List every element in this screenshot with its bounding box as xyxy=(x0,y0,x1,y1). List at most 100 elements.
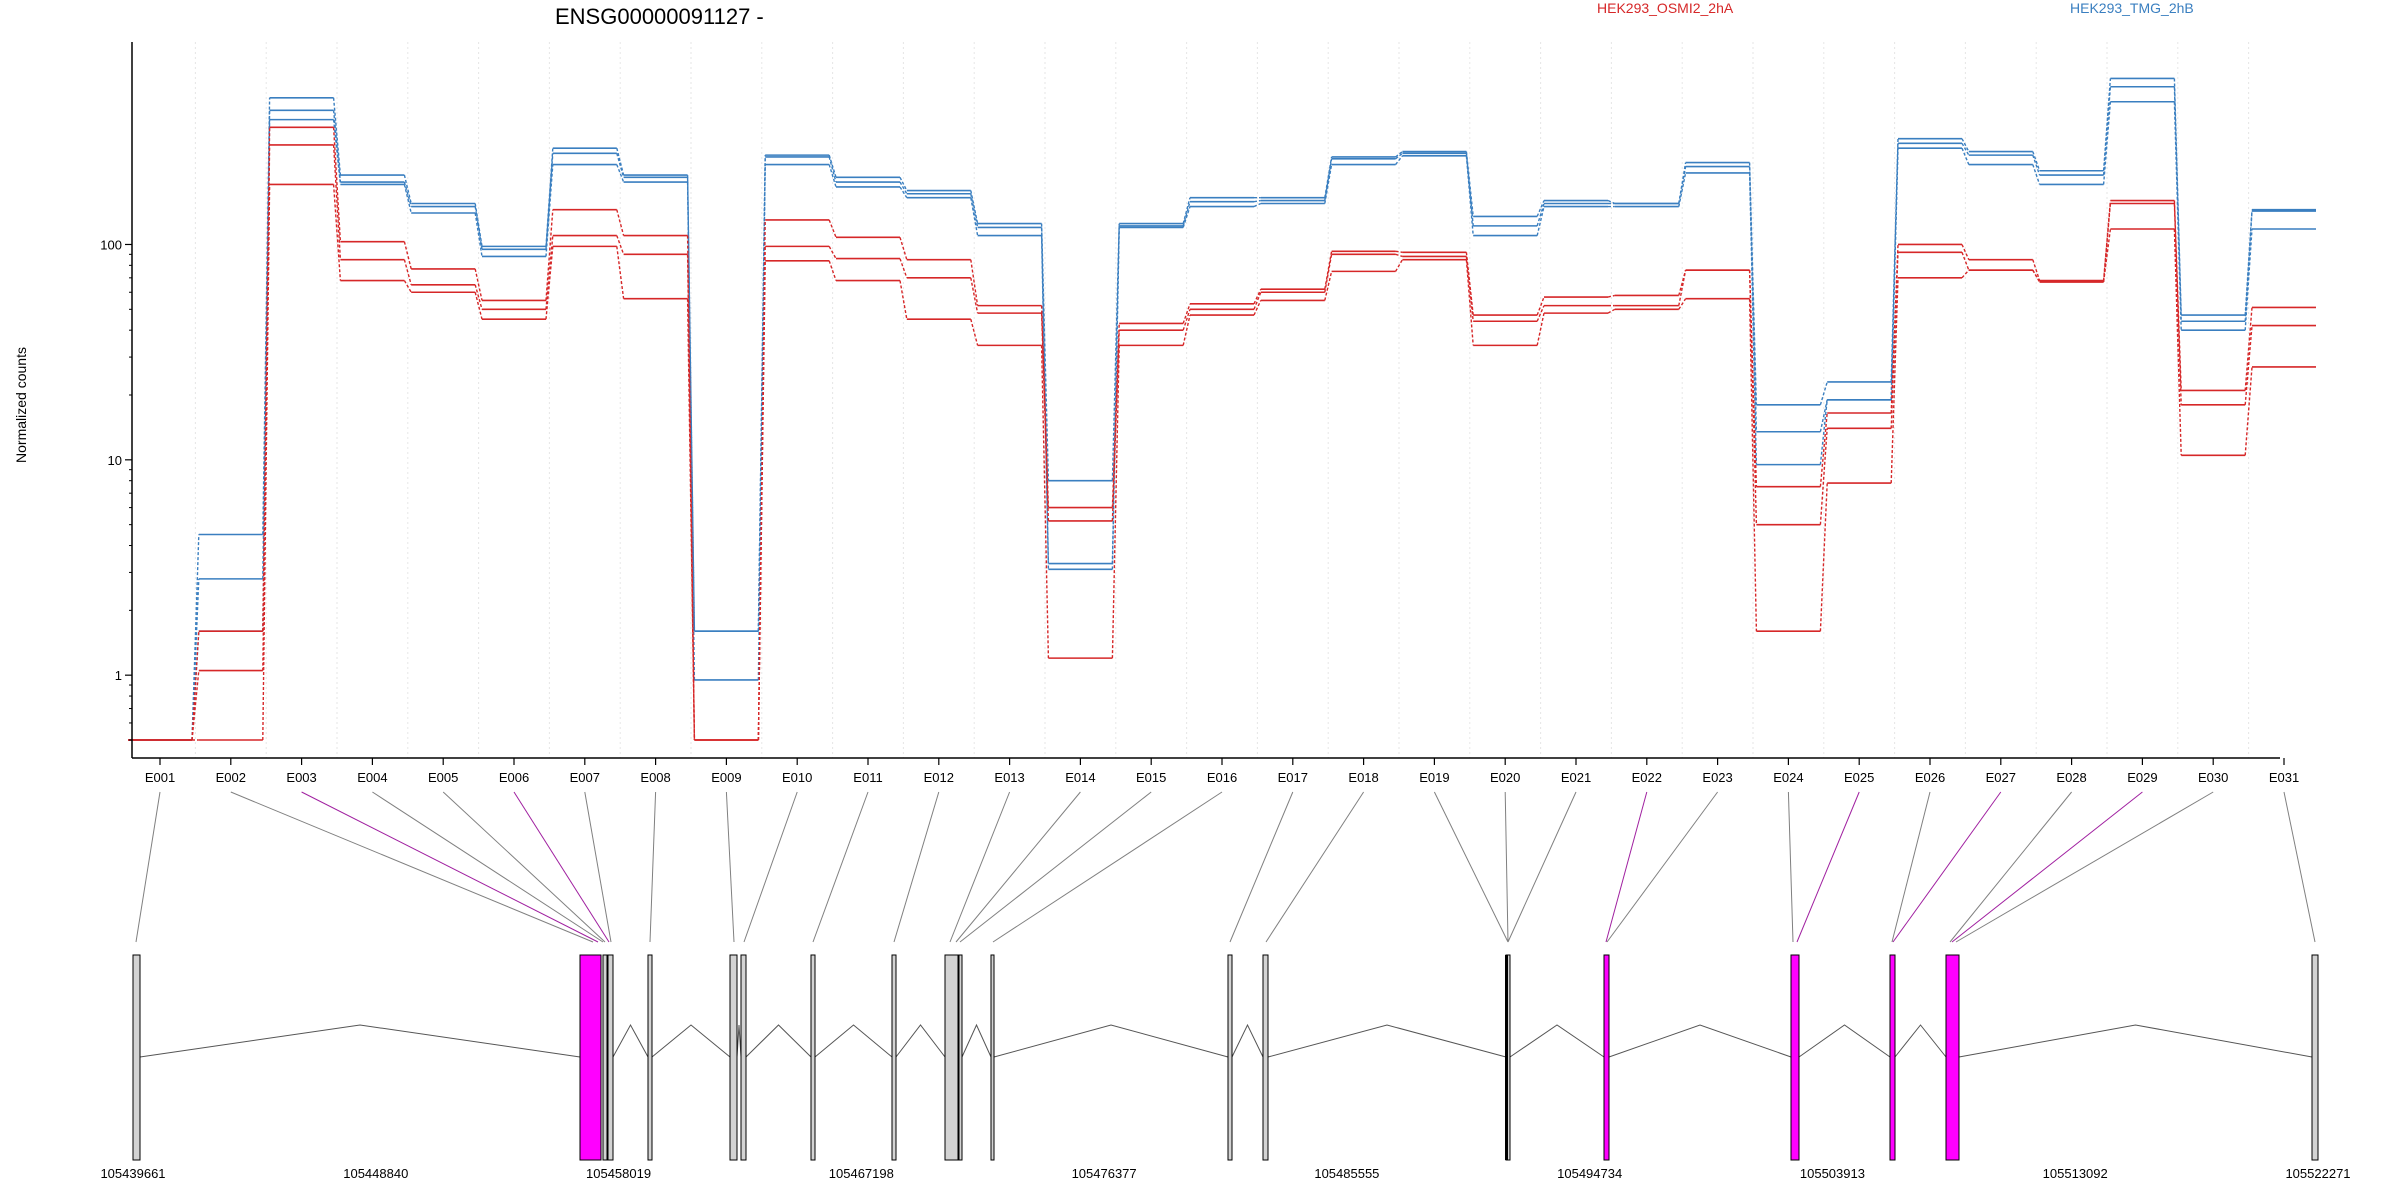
series-connector xyxy=(2244,209,2253,316)
series-connector xyxy=(616,209,625,236)
series-connector xyxy=(2102,203,2112,282)
exon-connector xyxy=(725,791,735,943)
series-connector xyxy=(332,144,342,260)
series-connector xyxy=(1890,277,1899,484)
series-connector xyxy=(1395,253,1403,258)
series-connector xyxy=(1890,148,1899,400)
x-tick-label: E023 xyxy=(1702,770,1732,785)
exon-connector xyxy=(955,791,1081,943)
series-connector xyxy=(686,298,696,741)
intron-line xyxy=(1267,1024,1507,1058)
series-connector xyxy=(1465,153,1474,226)
series-connector xyxy=(1819,399,1828,465)
series-4 xyxy=(128,126,2316,741)
series-connector xyxy=(332,184,342,281)
series-connector xyxy=(616,246,625,299)
series-connector xyxy=(1182,206,1191,228)
series-connector xyxy=(1678,298,1687,310)
exon-connector xyxy=(372,791,604,943)
genomic-coordinate-label: 105503913 xyxy=(1800,1166,1865,1181)
series-connector xyxy=(899,237,908,260)
series-connector xyxy=(545,209,554,301)
series-connector xyxy=(828,260,837,281)
exon-connector xyxy=(1951,791,2143,943)
series-connector xyxy=(545,246,554,320)
genomic-coordinate-label: 105494734 xyxy=(1557,1166,1622,1181)
series-connector xyxy=(1961,138,1970,152)
exon-connector xyxy=(513,791,610,943)
series-connector xyxy=(1253,291,1262,310)
x-tick-label: E021 xyxy=(1561,770,1591,785)
exon-connector xyxy=(442,791,606,943)
x-tick-label: E019 xyxy=(1419,770,1449,785)
series-connector xyxy=(1111,223,1120,481)
series-connector xyxy=(403,280,412,293)
series-connector xyxy=(2244,210,2253,322)
exon-box xyxy=(1889,954,1896,1161)
exon-connector xyxy=(1606,791,1719,943)
x-tick-label: E024 xyxy=(1773,770,1803,785)
series-connector xyxy=(545,164,554,257)
exon-connector xyxy=(1605,791,1648,943)
x-tick-label: E013 xyxy=(994,770,1024,785)
series-connector xyxy=(1040,345,1050,659)
series-connector xyxy=(899,186,908,199)
series-connector xyxy=(545,148,554,247)
gene-model: 105439661 105448840 105458019 105467198 1054… xyxy=(100,791,2351,1181)
series-connector xyxy=(970,193,979,228)
series-connector xyxy=(474,284,483,310)
series-connector xyxy=(1607,308,1616,314)
exon-box xyxy=(1262,954,1269,1161)
series-connector xyxy=(970,197,979,236)
series-connector xyxy=(1819,381,1828,406)
series-connector xyxy=(1536,296,1545,316)
series-connector xyxy=(403,181,412,207)
y-tick-label: 100 xyxy=(100,237,122,252)
series-connector xyxy=(474,212,483,257)
genomic-coordinate-label: 105467198 xyxy=(829,1166,894,1181)
series-connector xyxy=(1182,197,1191,224)
series-connector xyxy=(332,119,342,185)
x-tick-label: E031 xyxy=(2269,770,2299,785)
series-connector xyxy=(332,97,342,176)
exon-connector xyxy=(1949,791,2072,943)
exon-connector xyxy=(1504,791,1509,943)
genomic-coordinate-label: 105439661 xyxy=(100,1166,165,1181)
genomic-coordinate-label: 105485555 xyxy=(1314,1166,1379,1181)
series-connector xyxy=(1961,244,1970,260)
exon-connector xyxy=(1796,791,1860,943)
intron-line xyxy=(993,1024,1229,1058)
exon-box xyxy=(607,954,614,1161)
exon-connector xyxy=(584,791,612,943)
series-connector xyxy=(1253,202,1262,208)
series-connector xyxy=(1536,203,1545,227)
exon-connector xyxy=(1265,791,1365,943)
intron-line xyxy=(1894,1024,1947,1058)
series-connector xyxy=(2032,269,2041,283)
series-connector xyxy=(2102,228,2112,283)
series-connector xyxy=(828,219,837,238)
intron-line xyxy=(1608,1024,1792,1058)
series-connector xyxy=(1324,164,1333,204)
series-connector xyxy=(1040,305,1050,508)
series-connector xyxy=(1748,298,1758,632)
intron-line xyxy=(961,1023,992,1058)
x-tick-label: E027 xyxy=(1986,770,2016,785)
series-connector xyxy=(1678,166,1687,204)
x-tick-label: E006 xyxy=(499,770,529,785)
exon-box xyxy=(891,954,897,1161)
genomic-coordinate-label: 105476377 xyxy=(1072,1166,1137,1181)
exon-box xyxy=(1505,955,1508,1160)
x-tick-label: E022 xyxy=(1632,770,1662,785)
exon-connector xyxy=(1229,791,1294,943)
series-connector xyxy=(1182,314,1191,346)
series-connector xyxy=(2102,86,2112,176)
x-tick-label: E012 xyxy=(924,770,954,785)
series-2 xyxy=(128,85,2316,741)
series-connector xyxy=(1536,206,1545,236)
intron-line xyxy=(736,1024,742,1058)
x-tick-label: E014 xyxy=(1065,770,1095,785)
x-tick-label: E008 xyxy=(640,770,670,785)
series-connector xyxy=(899,280,908,320)
x-tick-label: E004 xyxy=(357,770,387,785)
